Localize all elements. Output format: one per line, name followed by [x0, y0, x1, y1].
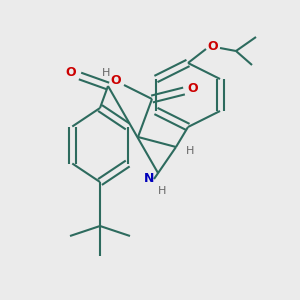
Text: O: O	[208, 40, 218, 52]
Text: N: N	[144, 172, 154, 185]
Text: O: O	[111, 74, 121, 88]
Text: H: H	[186, 146, 194, 156]
Text: H: H	[158, 186, 166, 196]
Text: O: O	[66, 67, 76, 80]
Text: H: H	[102, 68, 110, 78]
Text: O: O	[188, 82, 198, 94]
